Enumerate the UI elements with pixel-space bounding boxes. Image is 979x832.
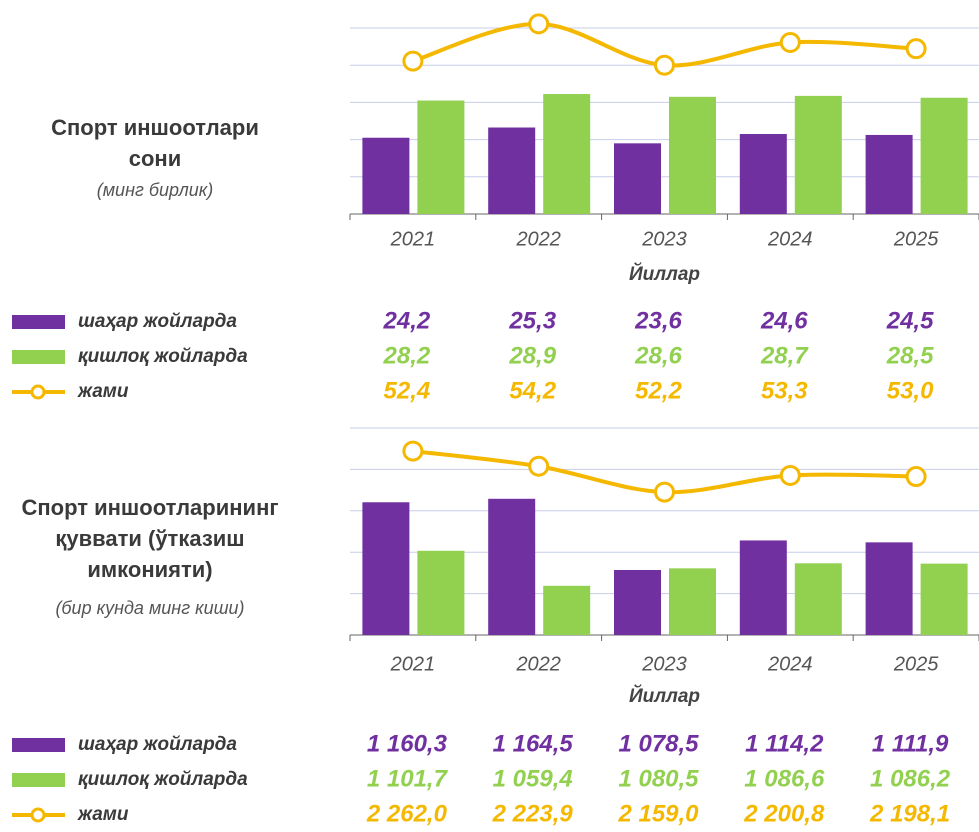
data-label: 1 101,7 — [367, 765, 449, 792]
line-marker — [528, 13, 550, 35]
data-label: 1 059,4 — [493, 765, 573, 792]
bar — [614, 570, 661, 635]
data-label: 1 086,6 — [744, 765, 825, 792]
legend-label: шаҳар жойларда — [78, 734, 237, 755]
line-marker — [779, 464, 801, 486]
data-label: 2 198,1 — [869, 800, 950, 827]
data-label: 28,7 — [760, 342, 809, 369]
bar — [543, 94, 591, 214]
bar — [865, 134, 913, 214]
legend-marker — [30, 807, 46, 823]
chart-title: Спорт иншоотлари сони — [51, 115, 259, 171]
bar — [920, 97, 968, 214]
bar — [794, 95, 842, 214]
x-tick-label: 2023 — [641, 653, 687, 675]
data-label: 24,5 — [886, 307, 934, 334]
x-axis-label: Йиллар — [629, 263, 700, 285]
data-label: 23,6 — [634, 307, 682, 334]
bar — [488, 127, 536, 214]
data-label: 2 159,0 — [617, 800, 699, 827]
line-marker — [779, 31, 801, 53]
line-marker — [905, 38, 927, 60]
bar — [488, 498, 536, 635]
x-tick-label: 2021 — [390, 228, 436, 250]
bar — [920, 563, 968, 635]
bar — [669, 96, 716, 214]
legend-swatch — [12, 773, 65, 787]
chart-subtitle: (бир кунда минг киши) — [55, 598, 245, 618]
legend-label: жами — [77, 804, 129, 825]
x-axis-label: Йиллар — [629, 685, 700, 707]
x-tick-label: 2025 — [893, 228, 939, 250]
legend-marker — [30, 384, 46, 400]
line-marker — [528, 455, 550, 477]
data-label: 28,9 — [508, 342, 556, 369]
data-label: 24,2 — [383, 307, 431, 334]
legend-swatch — [12, 350, 65, 364]
legend-label: жами — [77, 381, 129, 402]
line-marker — [654, 54, 675, 76]
data-label: 2 200,8 — [743, 800, 825, 827]
data-label: 1 160,3 — [367, 730, 448, 757]
line-marker — [905, 466, 927, 488]
x-tick-label: 2022 — [515, 653, 561, 675]
data-label: 52,2 — [635, 377, 682, 404]
line-marker — [402, 440, 424, 462]
data-label: 1 078,5 — [618, 730, 699, 757]
x-tick-label: 2022 — [515, 228, 561, 250]
bar — [739, 134, 787, 214]
line-marker — [402, 50, 424, 72]
data-label: 25,3 — [508, 307, 556, 334]
chart-title: Спорт иншоотларининг қуввати (ўтказиш им… — [21, 495, 279, 582]
data-label: 52,4 — [384, 377, 431, 404]
legend-swatch — [12, 315, 65, 329]
x-tick-label: 2024 — [767, 653, 813, 675]
chart-subtitle: (минг бирлик) — [96, 180, 214, 200]
data-label: 1 114,2 — [745, 730, 824, 757]
x-tick-label: 2023 — [641, 228, 687, 250]
x-tick-label: 2024 — [767, 228, 813, 250]
data-label: 1 164,5 — [493, 730, 574, 757]
bar — [669, 568, 716, 635]
legend-swatch — [12, 738, 65, 752]
data-label: 2 262,0 — [366, 800, 448, 827]
bar — [614, 143, 661, 214]
data-label: 53,0 — [887, 377, 934, 404]
bar — [362, 137, 410, 214]
x-tick-label: 2025 — [893, 653, 939, 675]
legend-label: қишлоқ жойларда — [78, 769, 248, 790]
bar — [362, 502, 410, 635]
data-label: 1 086,2 — [870, 765, 951, 792]
data-label: 24,6 — [760, 307, 808, 334]
data-label: 28,5 — [886, 342, 934, 369]
bar — [739, 540, 787, 635]
data-label: 2 223,9 — [492, 800, 574, 827]
legend-label: қишлоқ жойларда — [78, 346, 248, 367]
data-label: 28,6 — [634, 342, 682, 369]
legend-label: шаҳар жойларда — [78, 311, 237, 332]
data-label: 1 111,9 — [872, 730, 949, 757]
bar — [794, 563, 842, 635]
bar — [417, 100, 465, 214]
bar — [417, 550, 465, 635]
bar — [865, 542, 913, 635]
data-label: 28,2 — [383, 342, 431, 369]
data-label: 1 080,5 — [618, 765, 699, 792]
x-tick-label: 2021 — [390, 653, 436, 675]
line-marker — [654, 481, 675, 503]
bar — [543, 585, 591, 635]
data-label: 53,3 — [761, 377, 808, 404]
data-label: 54,2 — [509, 377, 556, 404]
